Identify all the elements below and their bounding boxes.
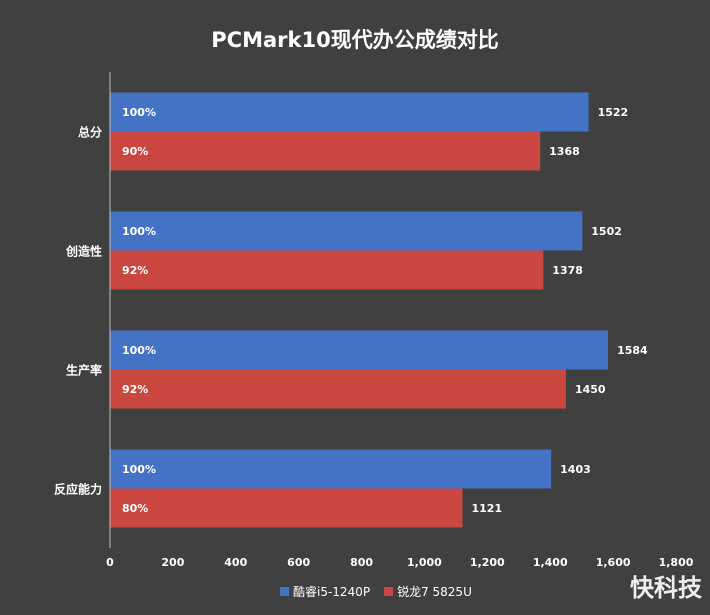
x-tick-label: 400 [224,556,247,569]
x-tick-label: 1,200 [470,556,505,569]
bar [110,92,589,132]
category-label: 创造性 [65,244,102,259]
value-label: 1121 [471,502,502,515]
x-tick-label: 0 [106,556,114,569]
legend-item-amd: 锐龙7 5825U [384,583,472,600]
x-tick-label: 600 [287,556,310,569]
legend-swatch-blue [280,587,289,596]
bar [110,330,609,370]
x-tick-label: 800 [350,556,373,569]
category-label: 生产率 [66,363,102,378]
bar-percent-label: 92% [122,264,148,277]
bar [110,488,463,528]
x-tick-label: 1,000 [407,556,442,569]
bar [110,369,566,409]
bar-percent-label: 100% [122,463,156,476]
value-label: 1378 [552,264,583,277]
value-label: 1502 [591,225,622,238]
value-label: 1450 [575,383,606,396]
category-label: 反应能力 [54,482,102,497]
category-label: 总分 [78,125,102,140]
bar-percent-label: 100% [122,106,156,119]
bar [110,250,544,290]
legend-swatch-red [384,587,394,596]
bar-percent-label: 100% [122,344,156,357]
x-tick-label: 200 [161,556,184,569]
bar-percent-label: 90% [122,145,148,158]
value-label: 1584 [617,344,648,357]
chart-title: PCMark10现代办公成绩对比 [211,28,499,52]
x-tick-label: 1,800 [659,556,694,569]
legend: 酷睿i5-1240P 锐龙7 5825U [280,583,472,600]
legend-item-intel: 酷睿i5-1240P [280,583,370,600]
bar-percent-label: 80% [122,502,148,515]
value-label: 1403 [560,463,591,476]
value-label: 1522 [598,106,629,119]
bar [110,131,541,171]
bar [110,449,552,489]
x-tick-label: 1,600 [596,556,631,569]
legend-label: 锐龙7 5825U [397,585,472,599]
value-label: 1368 [549,145,580,158]
bar-percent-label: 92% [122,383,148,396]
legend-label: 酷睿i5-1240P [293,585,371,599]
bar-percent-label: 100% [122,225,156,238]
x-tick-label: 1,400 [533,556,568,569]
watermark: 快科技 [630,574,702,602]
bar [110,211,583,251]
